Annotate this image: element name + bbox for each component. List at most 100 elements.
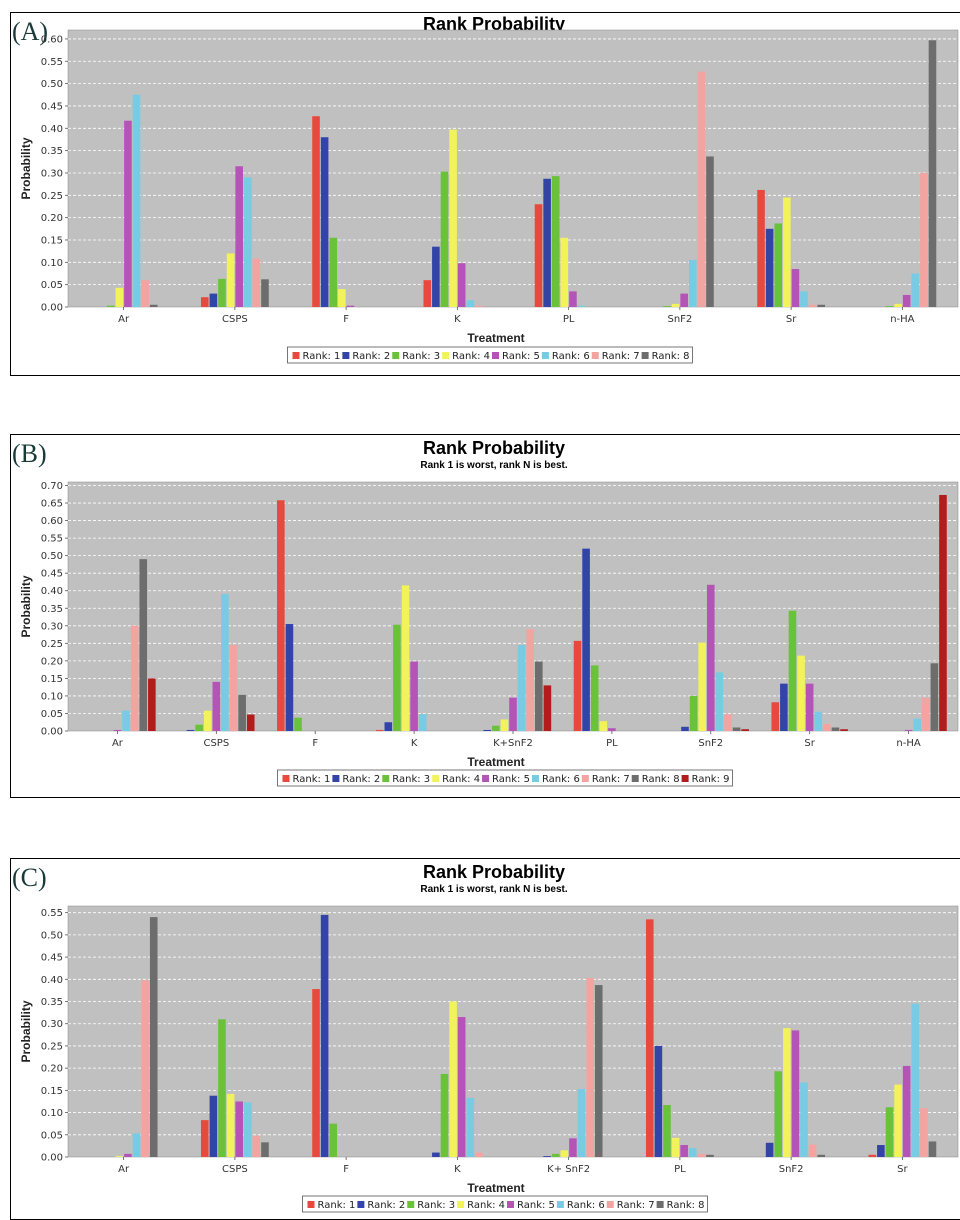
x-tick-label: CSPS — [203, 738, 229, 749]
bar — [221, 594, 229, 731]
bar — [475, 1152, 483, 1157]
legend-label: Rank: 8 — [642, 774, 680, 785]
legend-box — [302, 1195, 708, 1213]
bar — [573, 640, 582, 731]
bar — [663, 306, 671, 307]
legend-label: Rank: 6 — [552, 351, 590, 362]
bar — [226, 1093, 235, 1157]
bar — [440, 1073, 449, 1157]
bar — [698, 642, 706, 731]
y-tick-label: 0.30 — [41, 168, 63, 179]
bar — [526, 629, 534, 731]
bar — [741, 729, 749, 731]
bar — [243, 1102, 252, 1157]
bar — [329, 1123, 338, 1157]
y-tick-label: 0.60 — [41, 516, 63, 527]
y-tick-label: 0.20 — [41, 213, 63, 224]
legend-label: Rank: 3 — [392, 774, 430, 785]
bar — [106, 305, 115, 307]
legend-swatch — [531, 775, 539, 782]
bar — [432, 246, 440, 307]
bar — [186, 729, 195, 731]
bar — [814, 711, 823, 731]
bar — [930, 663, 939, 731]
y-tick-label: 0.00 — [41, 1153, 63, 1164]
bar — [808, 304, 817, 307]
legend-swatch — [591, 352, 599, 359]
legend-label: Rank: 4 — [452, 351, 490, 362]
bar — [671, 303, 680, 307]
y-tick-label: 0.05 — [41, 709, 63, 720]
y-tick-label: 0.15 — [41, 235, 63, 246]
bar — [724, 714, 732, 731]
bar — [132, 1133, 141, 1157]
y-tick-label: 0.40 — [41, 586, 63, 597]
bar — [921, 697, 930, 731]
bar — [928, 40, 937, 307]
x-tick-label: F — [343, 1164, 349, 1175]
y-tick-label: 0.40 — [41, 975, 63, 986]
bar — [868, 1154, 877, 1157]
bar — [261, 1142, 269, 1157]
bar — [654, 1045, 663, 1157]
legend-swatch — [581, 775, 589, 782]
legend-label: Rank: 3 — [417, 1200, 455, 1211]
legend-swatch — [307, 1201, 315, 1208]
panel-frame — [10, 12, 960, 376]
bar — [246, 714, 255, 731]
legend-swatch — [656, 1201, 664, 1208]
bar — [774, 223, 783, 307]
bar — [113, 729, 122, 731]
bar — [831, 727, 840, 731]
bar — [808, 1144, 817, 1157]
bar — [148, 678, 156, 731]
y-tick-label: 0.60 — [41, 34, 63, 45]
legend-label: Rank: 4 — [467, 1200, 505, 1211]
bar — [320, 137, 329, 307]
bar — [911, 1003, 920, 1157]
bar — [885, 306, 894, 307]
bar — [124, 120, 132, 307]
x-tick-label: Sr — [786, 314, 797, 325]
x-tick-label: CSPS — [222, 314, 248, 325]
legend-swatch — [432, 775, 440, 782]
bar — [599, 721, 608, 731]
bar — [894, 1084, 902, 1157]
bar — [320, 914, 329, 1157]
y-axis-label: Probability — [19, 1000, 33, 1062]
bar — [226, 253, 235, 307]
y-tick-label: 0.35 — [41, 146, 63, 157]
x-tick-label: Sr — [804, 738, 815, 749]
bar — [141, 980, 149, 1157]
legend-label: Rank: 1 — [293, 774, 331, 785]
y-tick-label: 0.50 — [41, 79, 63, 90]
bar — [645, 919, 654, 1157]
bar — [939, 494, 947, 731]
bar — [791, 269, 800, 307]
bar — [577, 1089, 586, 1157]
bar — [466, 300, 475, 307]
bar — [560, 1150, 569, 1157]
y-tick-label: 0.35 — [41, 997, 63, 1008]
bar — [312, 989, 320, 1157]
bar — [688, 1148, 697, 1157]
bar — [130, 625, 139, 731]
legend-label: Rank: 5 — [492, 774, 530, 785]
bar — [132, 94, 141, 307]
bar — [680, 1145, 688, 1157]
bar — [817, 1154, 826, 1157]
bar — [569, 291, 577, 307]
x-tick-label: F — [312, 738, 318, 749]
y-axis-label: Probability — [19, 137, 33, 199]
x-axis-label: Treatment — [467, 331, 524, 345]
bar — [706, 156, 714, 307]
bar — [466, 1097, 475, 1157]
bar — [375, 729, 384, 731]
bar — [432, 1152, 440, 1157]
bar — [783, 1028, 791, 1157]
legend-swatch — [392, 352, 400, 359]
y-tick-label: 0.05 — [41, 1130, 63, 1141]
bar — [608, 728, 616, 731]
bar — [139, 559, 148, 731]
